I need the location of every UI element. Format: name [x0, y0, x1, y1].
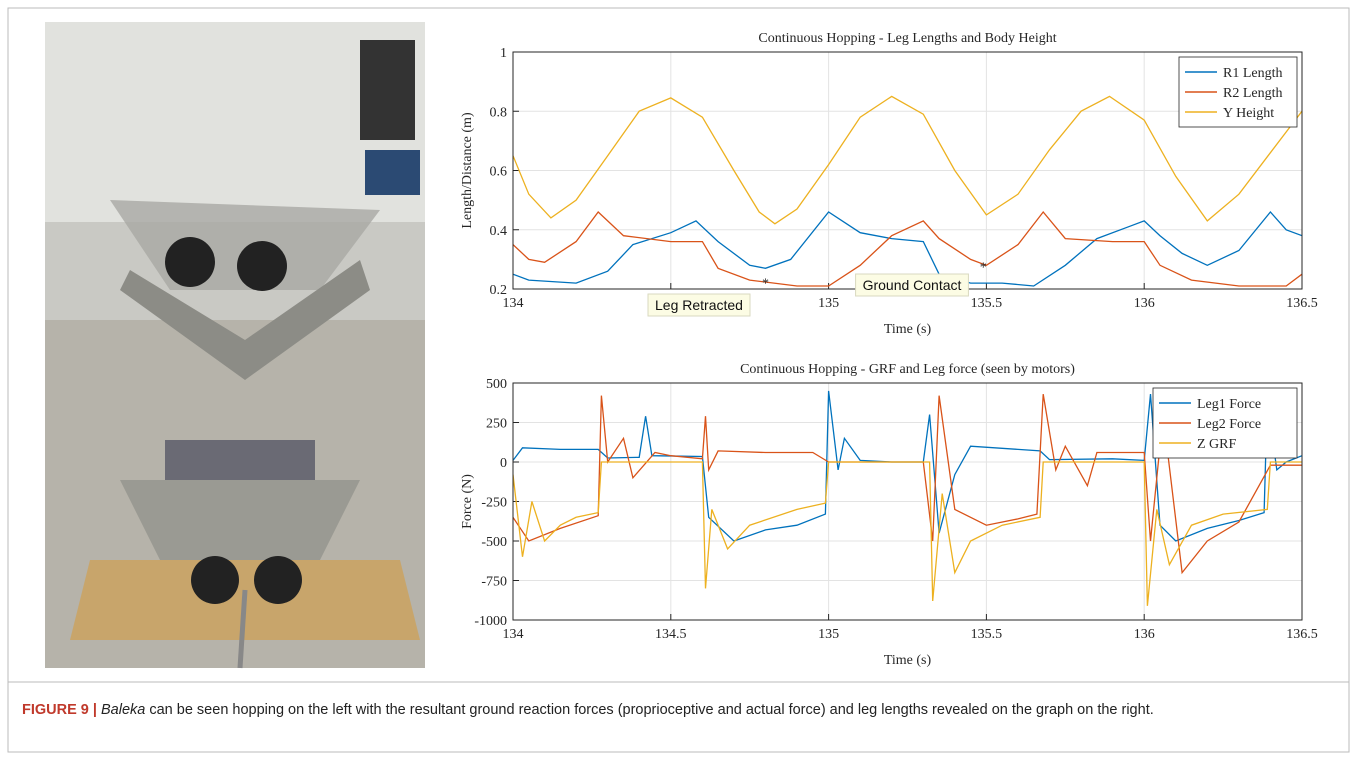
annotation-label: Ground Contact	[863, 277, 962, 293]
photo	[45, 22, 425, 668]
x-axis-label: Time (s)	[884, 653, 932, 668]
x-tick-label: 136	[1134, 627, 1155, 642]
x-tick-label: 136	[1134, 296, 1155, 311]
y-tick-label: -500	[481, 535, 507, 550]
legend-label: R1 Length	[1223, 66, 1283, 81]
y-tick-label: 500	[486, 377, 507, 392]
y-tick-label: 0.4	[490, 224, 508, 239]
legend-label: Z GRF	[1197, 437, 1237, 452]
legend-label: Y Height	[1223, 106, 1274, 121]
legend-label: Leg1 Force	[1197, 397, 1261, 412]
legend-label: Leg2 Force	[1197, 417, 1261, 432]
x-tick-label: 135.5	[971, 627, 1003, 642]
x-tick-label: 134	[503, 627, 524, 642]
y-tick-label: -250	[481, 496, 507, 511]
figure: 134 134.5 135 135.5 136 136.5 0.2 0.4 0.6 0.8 1 Con…	[0, 0, 1357, 761]
x-tick-label: 135.5	[971, 296, 1003, 311]
annotation-star: *	[762, 277, 769, 292]
x-axis-label: Time (s)	[884, 322, 932, 337]
x-tick-label: 134.5	[655, 627, 687, 642]
x-tick-label: 134	[503, 296, 524, 311]
y-tick-label: 0	[500, 456, 507, 471]
y-axis-label: Force (N)	[460, 474, 475, 529]
caption-text: can be seen hopping on the left with the…	[145, 702, 1153, 718]
y-tick-label: -1000	[474, 614, 507, 629]
caption-robot-name: Baleka	[101, 702, 145, 718]
y-tick-label: -750	[481, 575, 507, 590]
x-tick-label: 135	[818, 627, 839, 642]
annotation-label: Leg Retracted	[655, 297, 743, 313]
caption: FIGURE 9 | Baleka can be seen hopping on…	[22, 698, 1332, 722]
legend-label: R2 Length	[1223, 86, 1283, 101]
page: 134 134.5 135 135.5 136 136.5 0.2 0.4 0.6 0.8 1 Con…	[0, 0, 1357, 761]
x-tick-label: 135	[818, 296, 839, 311]
annotation-star: *	[980, 260, 987, 275]
y-tick-label: 0.2	[490, 283, 508, 298]
x-tick-label: 136.5	[1286, 296, 1318, 311]
y-tick-label: 250	[486, 417, 507, 432]
chart-title: Continuous Hopping - Leg Lengths and Bod…	[758, 31, 1056, 46]
caption-label: FIGURE 9 |	[22, 702, 97, 718]
y-axis-label: Length/Distance (m)	[460, 112, 475, 229]
y-tick-label: 0.6	[490, 165, 508, 180]
chart-title: Continuous Hopping - GRF and Leg force (…	[740, 362, 1075, 377]
y-tick-label: 0.8	[490, 105, 508, 120]
x-tick-label: 136.5	[1286, 627, 1318, 642]
y-tick-label: 1	[500, 46, 507, 61]
